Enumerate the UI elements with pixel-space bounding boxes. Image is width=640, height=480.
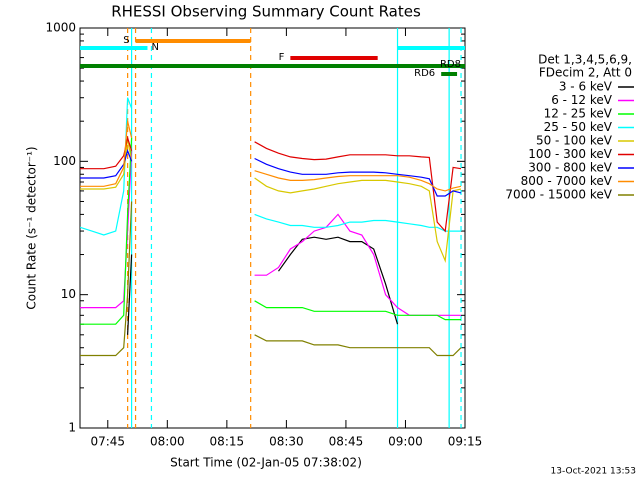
legend-label: 50 - 100 keV	[536, 134, 613, 148]
series-line	[254, 213, 461, 232]
series-line	[127, 254, 133, 335]
x-tick-label: 09:15	[448, 435, 483, 449]
y-tick-label: 1000	[45, 21, 76, 35]
y-tick-label: 1	[68, 421, 76, 435]
legend-label: 800 - 7000 keV	[521, 174, 613, 188]
y-tick-label: 10	[61, 287, 76, 301]
y-axis-label: Count Rate (s⁻¹ detector⁻¹)	[25, 146, 39, 309]
series-line	[254, 334, 462, 357]
legend-header: Det 1,3,4,5,6,9,	[538, 53, 632, 67]
series-line	[80, 135, 133, 170]
x-tick-label: 08:00	[150, 435, 185, 449]
timestamp: 13-Oct-2021 13:53	[551, 467, 636, 477]
series-line	[80, 201, 133, 357]
x-axis-label: Start Time (02-Jan-05 07:38:02)	[170, 456, 362, 470]
legend-label: 300 - 800 keV	[528, 161, 612, 175]
legend-header: FDecim 2, Att 0	[539, 66, 632, 80]
series-line	[80, 148, 133, 179]
series-line	[80, 121, 133, 187]
series-line	[80, 97, 133, 236]
series-line	[254, 300, 461, 321]
series-line	[254, 213, 461, 316]
legend-label: 12 - 25 keV	[544, 107, 613, 121]
legend-label: 100 - 300 keV	[528, 147, 612, 161]
legend-label: 6 - 12 keV	[551, 93, 613, 107]
flag-label: S	[123, 35, 129, 46]
series-line	[254, 170, 462, 192]
flag-label: N	[151, 42, 158, 53]
legend-label: 25 - 50 keV	[544, 120, 613, 134]
plot-area	[80, 28, 465, 428]
x-tick-label: 08:45	[329, 435, 364, 449]
flag-label: RD8	[440, 59, 461, 70]
series-line	[254, 141, 462, 233]
series-line	[80, 150, 133, 309]
x-tick-label: 07:45	[90, 435, 125, 449]
series-line	[254, 157, 462, 197]
x-tick-label: 09:00	[388, 435, 423, 449]
legend-label: 3 - 6 keV	[559, 80, 613, 94]
series-line	[254, 177, 462, 263]
series-line	[80, 137, 133, 325]
x-tick-label: 08:15	[210, 435, 245, 449]
y-tick-label: 100	[53, 154, 76, 168]
legend-label: 7000 - 15000 keV	[505, 188, 612, 202]
chart-title: RHESSI Observing Summary Count Rates	[111, 3, 421, 21]
plot-frame	[79, 27, 466, 429]
flag-label: RD6	[414, 68, 435, 79]
flag-label: F	[279, 52, 285, 63]
x-tick-label: 08:30	[269, 435, 304, 449]
